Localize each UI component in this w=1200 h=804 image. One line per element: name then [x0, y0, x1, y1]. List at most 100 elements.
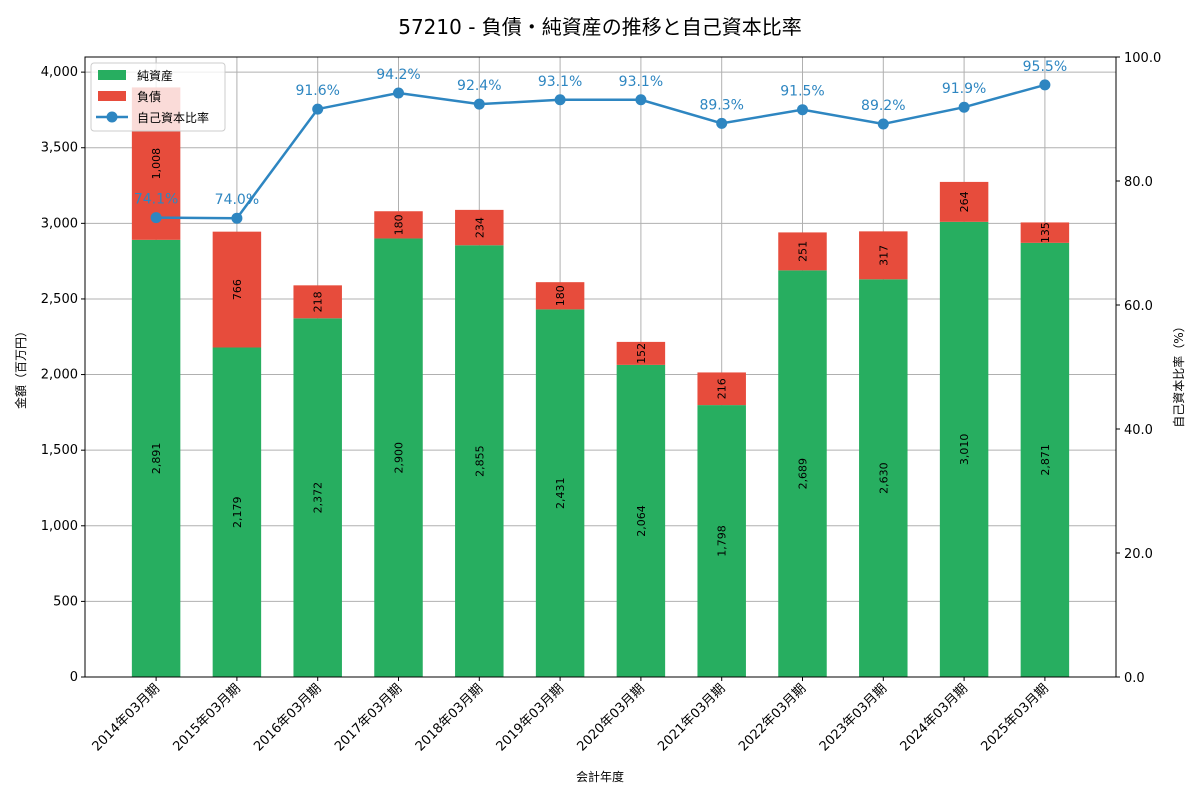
legend-swatch-liabilities [98, 91, 126, 101]
y-tick-label: 0 [70, 670, 78, 685]
net-assets-bar [535, 309, 585, 677]
net-assets-bar [859, 279, 908, 677]
y2-tick-label: 80.0 [1124, 175, 1153, 190]
net-assets-bar [697, 405, 746, 677]
legend: 純資産 負債 自己資本比率 [90, 62, 226, 132]
chart-title: 57210 - 負債・純資産の推移と自己資本比率 [398, 15, 802, 39]
legend-marker-ratio [106, 111, 118, 123]
y-axis-label: 金額（百万円） [13, 325, 28, 409]
net-assets-bar [374, 238, 423, 677]
liabilities-bar [697, 372, 746, 406]
liabilities-label: 766 [231, 279, 244, 300]
ratio-point [231, 212, 243, 224]
y-tick-label: 1,500 [41, 443, 78, 458]
net-assets-label: 2,891 [150, 443, 163, 475]
bars: 2,891 1,008 2,179 766 2,372 218 2,900 180 2,855 2… [131, 87, 1070, 677]
ratio-point [877, 118, 889, 130]
liabilities-label: 251 [796, 241, 809, 262]
ratio-label: 89.2% [861, 98, 905, 114]
x-tick-label: 2023年03月期 [817, 681, 890, 754]
ratio-label: 91.6% [295, 83, 339, 99]
net-assets-bar [616, 364, 666, 677]
net-assets-bar [212, 347, 262, 677]
plot-frame [84, 56, 1117, 678]
liabilities-bar [212, 231, 262, 348]
x-tick-label: 2014年03月期 [90, 681, 163, 754]
net-assets-bar [778, 270, 827, 677]
y2-tick-label: 0.0 [1124, 671, 1145, 686]
x-tick-label: 2022年03月期 [736, 681, 809, 754]
y2-tick-label: 100.0 [1124, 51, 1161, 66]
net-assets-bar [939, 221, 989, 677]
ratio-label: 95.5% [1023, 59, 1067, 75]
net-assets-label: 3,010 [958, 434, 971, 466]
ratio-point [716, 117, 728, 129]
ratio-point [150, 212, 162, 224]
ratio-label: 94.2% [376, 67, 420, 83]
x-axis-label: 会計年度 [576, 769, 624, 784]
ratio-label: 89.3% [699, 97, 743, 113]
net-assets-bar [131, 239, 181, 677]
ratio-point [958, 101, 970, 113]
y-tick-label: 4,000 [41, 65, 78, 80]
net-assets-label: 2,179 [231, 496, 244, 528]
liabilities-label: 264 [958, 191, 971, 212]
y-tick-label: 1,000 [41, 519, 78, 534]
liabilities-label: 180 [554, 285, 567, 306]
ratio-label: 93.1% [538, 74, 582, 90]
net-assets-label: 2,871 [1039, 444, 1052, 476]
legend-label-liabilities: 負債 [137, 89, 161, 104]
ratio-label: 93.1% [619, 74, 663, 90]
liabilities-bar [616, 341, 666, 365]
y-tick-label: 2,500 [41, 292, 78, 307]
ratio-label: 91.9% [942, 81, 986, 97]
net-assets-label: 1,798 [716, 525, 729, 557]
ratio-label: 74.0% [215, 192, 259, 208]
net-assets-bar [1020, 242, 1070, 677]
y2-axis-label: 自己資本比率（%） [1171, 320, 1186, 427]
liabilities-bar [859, 231, 908, 280]
y-tick-label: 2,000 [41, 368, 78, 383]
y-tick-label: 500 [53, 594, 78, 609]
y-tick-label: 3,000 [41, 216, 78, 231]
y2-tick-label: 20.0 [1124, 547, 1153, 562]
ratio-point [312, 103, 324, 115]
ratio-polyline [156, 83, 1046, 220]
net-assets-label: 2,372 [312, 482, 325, 514]
ratio-label: 91.5% [780, 84, 824, 100]
liabilities-label: 216 [716, 378, 729, 399]
liabilities-label: 317 [877, 245, 890, 266]
x-tick-label: 2016年03月期 [251, 681, 324, 754]
liabilities-label: 234 [473, 217, 486, 238]
ratio-point [635, 94, 647, 106]
y2-tick-label: 60.0 [1124, 299, 1153, 314]
legend-label-ratio: 自己資本比率 [137, 110, 209, 125]
liabilities-label: 152 [635, 343, 648, 364]
x-tick-label: 2025年03月期 [978, 681, 1051, 754]
x-tick-label: 2017年03月期 [332, 681, 405, 754]
ratio-line: 74.1% 74.0% 91.6% 94.2% 92.4% 93.1% 93.1% 89.3%… [134, 59, 1067, 224]
legend-label-net-assets: 純資産 [137, 68, 173, 83]
liabilities-bar [535, 282, 585, 310]
x-tick-label: 2015年03月期 [170, 681, 243, 754]
legend-swatch-net-assets [98, 70, 126, 80]
ratio-label: 74.1% [134, 192, 178, 208]
ratio-point [473, 98, 485, 110]
x-tick-label: 2019年03月期 [494, 681, 567, 754]
liabilities-label: 218 [312, 291, 325, 312]
ratio-point [554, 94, 566, 106]
liabilities-bar [1020, 222, 1070, 243]
net-assets-label: 2,064 [635, 505, 648, 537]
y2-tick-label: 40.0 [1124, 423, 1153, 438]
y-tick-label: 3,500 [41, 141, 78, 156]
liabilities-label: 135 [1039, 222, 1052, 243]
liabilities-bar [778, 232, 827, 271]
liabilities-bar [374, 211, 423, 239]
net-assets-bar [293, 318, 342, 677]
net-assets-label: 2,900 [393, 442, 406, 474]
net-assets-bar [455, 245, 504, 677]
net-assets-label: 2,630 [877, 462, 890, 494]
x-tick-label: 2021年03月期 [655, 681, 728, 754]
axes: 0 500 1,000 1,500 2,000 2,500 3,000 3,500 4,000 0… [41, 51, 1161, 755]
